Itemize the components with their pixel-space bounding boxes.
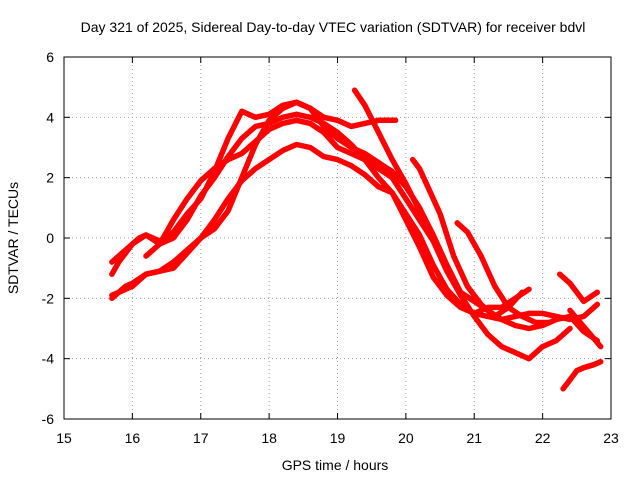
x-tick-label: 19 <box>330 430 346 446</box>
y-tick-label: -4 <box>42 351 55 367</box>
series-trace-i <box>556 271 601 305</box>
x-tick-label: 22 <box>535 430 551 446</box>
axis-ticks <box>63 56 612 420</box>
x-tick-label: 15 <box>56 430 72 446</box>
series-trace-b <box>109 99 601 344</box>
series-group <box>109 87 604 392</box>
x-tick-label: 18 <box>261 430 277 446</box>
series-trace-k <box>567 307 604 350</box>
x-tick-label: 17 <box>193 430 209 446</box>
y-tick-label: 6 <box>46 49 54 65</box>
x-tick-label: 16 <box>125 430 141 446</box>
y-tick-label: -2 <box>42 290 55 306</box>
x-axis-label: GPS time / hours <box>282 457 389 473</box>
x-tick-label: 20 <box>398 430 414 446</box>
chart-title: Day 321 of 2025, Sidereal Day-to-day VTE… <box>81 19 586 35</box>
series-trace-h <box>454 220 553 326</box>
series-trace-f <box>351 87 573 362</box>
series-trace-j <box>560 358 604 392</box>
series-trace-e <box>143 117 436 259</box>
y-axis-label: SDTVAR / TECUs <box>5 182 21 294</box>
series-trace-d <box>109 111 601 323</box>
series-trace-g <box>409 156 525 320</box>
y-tick-label: -6 <box>42 411 55 427</box>
y-tick-label: 2 <box>46 170 54 186</box>
y-tick-labels: -6 -4 -2 0 2 4 6 <box>42 49 55 427</box>
x-tick-label: 21 <box>466 430 482 446</box>
y-tick-label: 4 <box>46 109 54 125</box>
y-tick-label: 0 <box>46 230 54 246</box>
x-tick-label: 23 <box>603 430 619 446</box>
x-tick-labels: 15 16 17 18 19 20 21 22 23 <box>56 430 619 446</box>
